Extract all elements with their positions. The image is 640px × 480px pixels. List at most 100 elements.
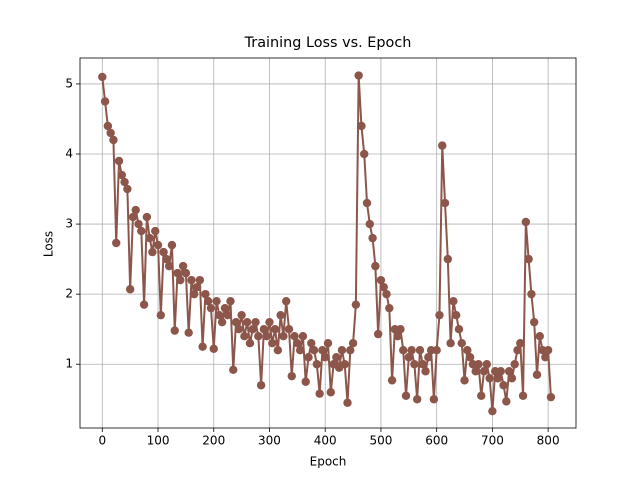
point — [410, 360, 419, 369]
point — [237, 310, 246, 320]
point — [103, 121, 113, 131]
point — [504, 367, 514, 376]
y-tick-label: 1 — [65, 357, 73, 371]
point — [332, 353, 341, 362]
point — [387, 376, 397, 385]
point — [471, 367, 480, 376]
point — [226, 296, 235, 306]
point — [284, 324, 294, 334]
point — [446, 339, 455, 348]
point — [125, 285, 135, 294]
point — [543, 346, 553, 355]
point — [454, 324, 464, 334]
point — [206, 303, 216, 313]
point — [493, 374, 503, 383]
point — [240, 332, 249, 341]
point — [401, 391, 411, 400]
point — [187, 275, 196, 285]
y-tick-label: 3 — [65, 217, 73, 231]
point — [513, 346, 522, 355]
point — [231, 317, 241, 327]
point — [234, 324, 244, 334]
point — [156, 310, 166, 320]
point — [117, 170, 126, 180]
point — [399, 346, 408, 355]
point — [368, 233, 377, 243]
x-tick-label: 800 — [537, 434, 560, 448]
point — [315, 389, 324, 398]
point — [373, 329, 383, 339]
point — [145, 233, 154, 243]
point — [465, 353, 475, 362]
point — [307, 339, 316, 348]
point — [142, 212, 152, 222]
point — [190, 289, 199, 299]
point — [98, 72, 107, 82]
point — [379, 282, 388, 292]
point — [215, 310, 224, 320]
point — [251, 317, 260, 327]
point — [287, 371, 296, 381]
point — [212, 296, 221, 306]
point — [535, 332, 544, 341]
point — [451, 310, 461, 320]
point — [304, 353, 313, 362]
point — [173, 268, 182, 278]
point — [463, 346, 472, 355]
point — [362, 198, 372, 208]
point — [293, 339, 302, 348]
point — [220, 303, 230, 313]
point — [346, 346, 355, 355]
point — [131, 205, 140, 215]
point — [479, 367, 489, 376]
point — [290, 332, 299, 341]
point — [443, 254, 453, 264]
point — [438, 141, 447, 150]
point — [178, 261, 188, 271]
point — [460, 376, 469, 385]
point — [256, 381, 266, 390]
point — [153, 240, 163, 250]
point — [516, 339, 525, 348]
point — [421, 367, 430, 376]
point — [248, 324, 257, 334]
point — [318, 346, 327, 355]
point — [137, 226, 146, 236]
point — [424, 353, 433, 362]
point — [151, 226, 160, 236]
point — [209, 344, 218, 354]
point — [393, 332, 402, 341]
point — [114, 156, 124, 166]
point — [496, 367, 505, 376]
x-tick-label: 0 — [98, 434, 106, 448]
y-tick-label: 2 — [65, 287, 73, 301]
point — [109, 135, 118, 145]
point — [170, 326, 179, 335]
point — [301, 377, 310, 386]
point — [321, 353, 330, 362]
point — [223, 310, 232, 320]
point — [282, 296, 291, 306]
point — [273, 346, 283, 355]
point — [123, 184, 132, 194]
point — [499, 381, 508, 390]
point — [396, 324, 405, 334]
point — [429, 395, 439, 404]
point — [524, 254, 533, 264]
point — [527, 289, 536, 299]
point — [360, 149, 369, 159]
point — [348, 339, 358, 348]
plot-frame — [79, 57, 577, 429]
chart-title: Training Loss vs. Epoch — [244, 35, 412, 51]
point — [176, 275, 185, 285]
x-tick-label: 400 — [314, 434, 337, 448]
point — [128, 212, 138, 222]
point — [412, 395, 422, 404]
point — [184, 328, 193, 337]
point — [198, 342, 207, 351]
x-tick-label: 500 — [369, 434, 392, 448]
x-tick-label: 600 — [425, 434, 448, 448]
point — [440, 198, 450, 208]
point — [192, 282, 202, 292]
